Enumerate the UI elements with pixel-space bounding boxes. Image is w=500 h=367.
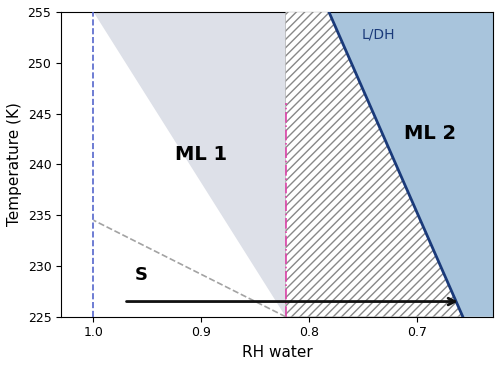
Y-axis label: Temperature (K): Temperature (K) (7, 102, 22, 226)
X-axis label: RH water: RH water (242, 345, 312, 360)
Polygon shape (94, 12, 286, 317)
Text: ML 1: ML 1 (176, 145, 228, 164)
Polygon shape (329, 12, 493, 317)
Polygon shape (286, 12, 463, 317)
Text: S: S (134, 266, 147, 284)
Text: L/DH: L/DH (362, 27, 395, 41)
Text: ML 2: ML 2 (404, 124, 456, 143)
